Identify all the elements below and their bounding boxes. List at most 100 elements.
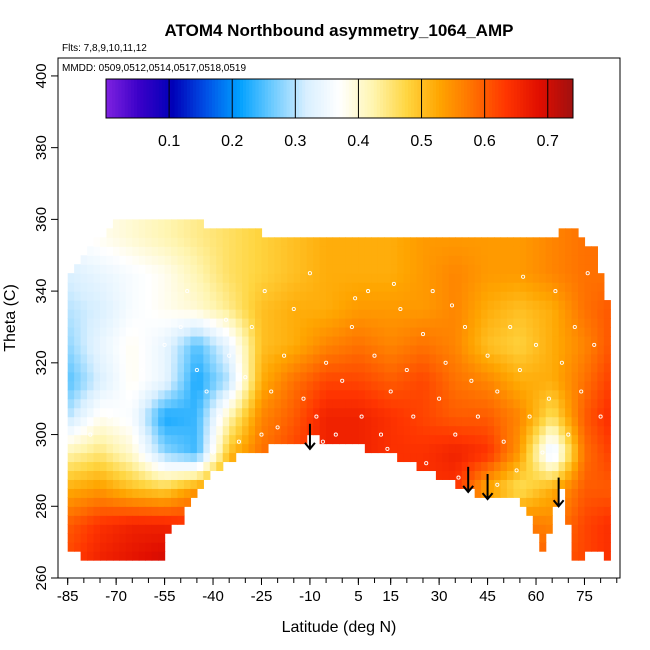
heatmap-cell xyxy=(119,264,127,274)
heatmap-cell xyxy=(171,515,179,525)
heatmap-cell xyxy=(590,318,598,328)
heatmap-cell xyxy=(293,344,301,355)
heatmap-cell xyxy=(481,434,489,445)
heatmap-cell xyxy=(326,362,334,373)
heatmap-cell xyxy=(164,246,172,256)
heatmap-cell xyxy=(494,416,502,427)
heatmap-cell xyxy=(255,318,263,328)
heatmap-cell xyxy=(474,309,482,319)
colorbar-segment xyxy=(383,79,387,118)
heatmap-cell xyxy=(287,398,295,409)
heatmap-cell xyxy=(429,264,437,274)
heatmap-cell xyxy=(80,470,88,480)
heatmap-cell xyxy=(603,479,611,489)
heatmap-cell xyxy=(216,246,224,256)
heatmap-cell xyxy=(429,326,437,337)
heatmap-cell xyxy=(242,389,250,400)
heatmap-cell xyxy=(151,326,159,337)
heatmap-cell xyxy=(358,273,366,283)
colorbar-segment xyxy=(140,79,144,118)
heatmap-cell xyxy=(339,335,347,346)
heatmap-cell xyxy=(151,273,159,283)
heatmap-cell xyxy=(571,309,579,319)
heatmap-cell xyxy=(125,309,133,319)
heatmap-cell xyxy=(416,344,424,355)
heatmap-cell xyxy=(196,237,204,247)
heatmap-cell xyxy=(158,479,166,489)
heatmap-cell xyxy=(468,264,476,274)
heatmap-cell xyxy=(106,434,114,445)
heatmap-cell xyxy=(293,425,301,436)
colorbar-segment xyxy=(523,79,527,118)
heatmap-cell xyxy=(603,497,611,507)
heatmap-cell xyxy=(364,255,372,265)
heatmap-cell xyxy=(494,470,502,480)
heatmap-cell xyxy=(494,398,502,409)
heatmap-cell xyxy=(248,300,256,310)
heatmap-cell xyxy=(358,318,366,328)
heatmap-cell xyxy=(164,353,172,364)
heatmap-cell xyxy=(112,524,120,534)
heatmap-cell xyxy=(429,416,437,427)
heatmap-cell xyxy=(319,246,327,256)
heatmap-cell xyxy=(164,264,172,274)
heatmap-cell xyxy=(151,551,159,561)
heatmap-cell xyxy=(429,273,437,283)
heatmap-cell xyxy=(539,434,547,445)
heatmap-cell xyxy=(565,246,573,256)
heatmap-cell xyxy=(229,228,237,238)
heatmap-cell xyxy=(474,273,482,283)
heatmap-cell xyxy=(403,264,411,274)
heatmap-cell xyxy=(74,452,82,463)
heatmap-cell xyxy=(326,371,334,382)
heatmap-cell xyxy=(532,515,540,525)
heatmap-cell xyxy=(532,273,540,283)
heatmap-cell xyxy=(222,246,230,256)
heatmap-cell xyxy=(222,425,230,436)
heatmap-cell xyxy=(274,434,282,445)
heatmap-cell xyxy=(558,228,566,238)
heatmap-cell xyxy=(151,380,159,391)
heatmap-cell xyxy=(474,291,482,301)
heatmap-cell xyxy=(332,300,340,310)
heatmap-cell xyxy=(474,434,482,445)
heatmap-cell xyxy=(87,344,95,355)
heatmap-cell xyxy=(461,255,469,265)
heatmap-cell xyxy=(364,309,372,319)
heatmap-cell xyxy=(222,264,230,274)
heatmap-cell xyxy=(151,318,159,328)
heatmap-cell xyxy=(500,488,508,498)
heatmap-cell xyxy=(429,318,437,328)
heatmap-cell xyxy=(177,309,185,319)
heatmap-cell xyxy=(532,246,540,256)
heatmap-cell xyxy=(306,335,314,346)
heatmap-cell xyxy=(590,407,598,418)
heatmap-cell xyxy=(351,273,359,283)
heatmap-cell xyxy=(326,335,334,346)
heatmap-cell xyxy=(390,309,398,319)
heatmap-cell xyxy=(177,335,185,346)
heatmap-cell xyxy=(313,282,321,292)
heatmap-cell xyxy=(422,335,431,346)
heatmap-cell xyxy=(519,353,527,364)
heatmap-cell xyxy=(358,237,366,247)
heatmap-cell xyxy=(422,264,431,274)
heatmap-cell xyxy=(125,425,133,436)
heatmap-cell xyxy=(397,452,405,463)
colorbar-segment xyxy=(112,79,116,118)
heatmap-cell xyxy=(112,416,120,427)
observation-marker xyxy=(366,289,371,294)
heatmap-cell xyxy=(506,273,515,283)
colorbar-segment xyxy=(339,79,344,118)
heatmap-cell xyxy=(132,228,140,238)
heatmap-cell xyxy=(112,452,120,463)
colorbar-segment xyxy=(407,79,412,118)
heatmap-cell xyxy=(597,309,605,319)
heatmap-cell xyxy=(93,452,101,463)
heatmap-cell xyxy=(410,291,418,301)
heatmap-cell xyxy=(526,452,534,463)
heatmap-cell xyxy=(339,398,347,409)
heatmap-cell xyxy=(371,434,379,445)
heatmap-cell xyxy=(99,318,108,328)
heatmap-cell xyxy=(106,318,114,328)
